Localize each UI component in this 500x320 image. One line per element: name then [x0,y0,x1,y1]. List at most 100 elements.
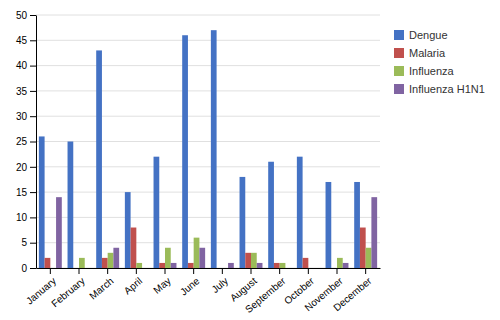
x-axis: JanuaryFebruaryMarchAprilMayJuneJulyAugu… [24,268,381,315]
y-tick: 20 [16,162,36,173]
y-tick-mark [30,66,36,67]
bar [314,268,320,269]
bar [68,142,74,269]
x-tick-mark [165,268,166,274]
bar [56,197,62,268]
bar [245,253,251,268]
bar [211,30,217,268]
bar [113,248,119,268]
bar-series [79,238,371,268]
legend-item: Influenza H1N1 [394,83,485,95]
x-tick-label: July [209,275,230,295]
y-tick-mark [30,243,36,244]
bar [228,263,234,268]
y-tick-label: 25 [16,136,28,147]
x-tick-label: April [122,275,144,296]
legend-item: Dengue [394,29,448,41]
y-tick-label: 5 [21,237,27,248]
x-tick-label: June [178,275,202,298]
x-tick-label: September [243,275,288,315]
x-tick-mark [79,268,80,274]
y-tick-mark [30,116,36,117]
x-tick: December [331,268,374,313]
grid-line [36,166,380,167]
y-tick-mark [30,40,36,41]
grid-line [36,116,380,117]
grid-line [36,65,380,66]
y-tick: 0 [21,263,36,274]
grid-line [36,15,380,16]
bar [331,268,337,269]
bar [188,263,194,268]
y-tick-label: 40 [16,60,28,71]
x-axis-line [37,268,381,269]
y-tick-mark [30,142,36,143]
bar [360,228,366,268]
bar [108,253,114,268]
y-tick-mark [30,91,36,92]
legend-swatch [394,48,404,58]
y-tick-label: 20 [16,162,28,173]
x-tick: June [178,268,202,298]
bar [257,263,263,268]
x-tick-mark [107,268,108,274]
bar [194,238,200,268]
bar [303,258,309,268]
y-axis: 0 5 10 15 20 25 30 35 40 45 50 [16,10,37,274]
bar [251,253,257,268]
legend: Dengue Malaria Influenza Influenza H1N1 [394,29,485,95]
bar [50,268,56,269]
legend-swatch [394,84,404,94]
bar [268,162,274,268]
x-tick-mark [308,268,309,274]
x-tick: February [49,268,87,309]
y-tick-label: 15 [16,187,28,198]
x-tick-mark [193,268,194,274]
y-tick-label: 30 [16,111,28,122]
grid-line [36,141,380,142]
plot: 05101520253035404550JanuaryFebruaryMarch… [16,10,381,315]
legend-label: Influenza [409,65,455,77]
bars [39,30,377,268]
bar [297,157,303,268]
bar [199,248,205,268]
bar [366,248,372,268]
x-tick-mark [50,268,51,274]
x-tick: July [209,268,230,295]
x-tick-mark [337,268,338,274]
y-tick-mark [30,167,36,168]
y-tick: 50 [16,10,36,21]
y-tick: 25 [16,136,36,147]
bar [154,157,160,268]
x-tick-mark [251,268,252,274]
x-tick-label: February [49,275,87,309]
y-tick-mark [30,268,36,269]
bar [354,182,360,268]
bar-series [39,30,360,268]
bar [371,197,377,268]
y-tick-mark [30,217,36,218]
bar [343,263,349,268]
y-tick: 40 [16,60,36,71]
x-tick-mark [136,268,137,274]
bar-series [56,197,377,268]
bar [45,258,51,268]
bar [85,268,91,269]
y-tick-label: 35 [16,86,28,97]
y-tick-label: 45 [16,35,28,46]
x-tick-label: May [151,275,173,296]
x-tick-mark [222,268,223,274]
chart-container: 05101520253035404550JanuaryFebruaryMarch… [0,0,500,320]
x-tick: September [243,268,288,315]
grid-line [36,40,380,41]
bar [308,268,314,269]
chart: 05101520253035404550JanuaryFebruaryMarch… [0,0,500,320]
bar [79,258,85,268]
y-tick: 5 [21,237,36,248]
y-tick-label: 10 [16,212,28,223]
y-axis-line [36,16,37,269]
legend-label: Malaria [409,47,446,59]
bar [131,228,137,268]
y-tick: 30 [16,111,36,122]
y-tick: 35 [16,86,36,97]
